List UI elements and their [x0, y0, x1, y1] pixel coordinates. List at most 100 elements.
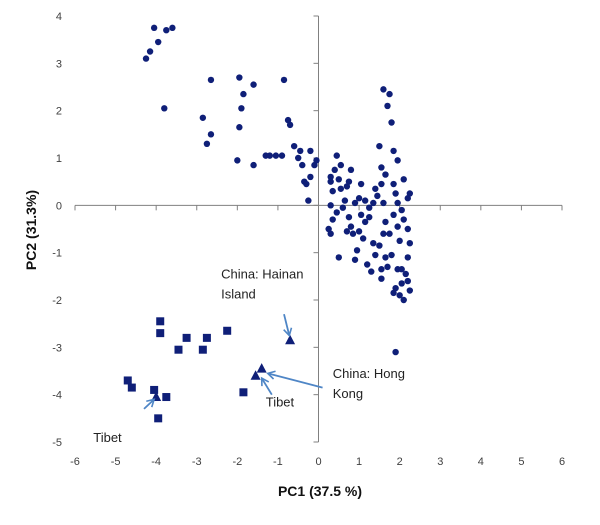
circle-point: [353, 247, 361, 254]
circle-point: [384, 102, 391, 110]
circle-point: [376, 242, 383, 249]
circle-point: [234, 157, 241, 164]
circle-point: [368, 268, 375, 275]
x-tick-label: -6: [70, 456, 80, 468]
circle-point: [382, 254, 389, 261]
circle-point: [372, 251, 379, 259]
annotation-label: Tibet: [266, 395, 295, 410]
circle-point: [382, 171, 389, 178]
circle-point: [402, 270, 409, 278]
circle-point: [163, 27, 170, 34]
circle-point: [400, 216, 407, 223]
circle-point: [351, 199, 359, 207]
square-point: [182, 333, 191, 342]
circle-point: [378, 180, 385, 188]
annotation-line: Tibet: [266, 395, 295, 410]
circle-point: [404, 254, 411, 261]
square-point: [123, 376, 132, 385]
x-tick-label: 6: [559, 456, 565, 468]
x-tick-label: 1: [356, 456, 362, 468]
circle-point: [345, 178, 353, 185]
circle-point: [299, 161, 306, 169]
circle-point: [337, 161, 345, 169]
circle-point: [238, 105, 245, 112]
circle-point: [161, 105, 168, 112]
x-tick-label: 2: [397, 456, 403, 468]
circle-point: [335, 254, 342, 261]
circle-point: [146, 48, 154, 55]
circle-point: [343, 228, 351, 235]
circle-point: [382, 218, 389, 226]
y-axis-title: PC2 (31.3%): [23, 190, 39, 270]
circle-point: [203, 140, 211, 147]
circle-point: [364, 261, 371, 268]
circle-point: [386, 90, 393, 98]
circle-point: [378, 275, 385, 282]
square-point: [202, 333, 211, 342]
circle-point: [390, 211, 397, 218]
circle-point: [297, 147, 304, 155]
circle-point: [388, 251, 395, 259]
annotation-arrow: [260, 376, 273, 396]
x-tick-label: -2: [232, 456, 242, 468]
square-point: [150, 385, 159, 394]
circle-point: [394, 199, 401, 207]
circle-point: [307, 147, 314, 155]
x-tick-label: 5: [518, 456, 524, 468]
annotation-label: China: Hong Kong: [333, 366, 405, 401]
circle-point: [351, 256, 359, 263]
x-tick-label: 3: [437, 456, 443, 468]
circle-point: [169, 24, 176, 32]
circle-point: [404, 195, 411, 202]
circle-point: [394, 157, 401, 164]
circle-point: [250, 161, 257, 169]
circle-point: [376, 142, 383, 150]
circle-point: [366, 213, 373, 221]
circle-point: [329, 216, 336, 223]
circle-point: [295, 154, 302, 162]
x-tick-label: -4: [151, 456, 161, 468]
circle-point: [366, 204, 373, 211]
circle-point: [236, 124, 243, 131]
circle-point: [390, 289, 397, 297]
circle-point: [250, 81, 257, 88]
circle-point: [337, 185, 345, 192]
y-tick-label: -1: [52, 248, 62, 260]
circle-point: [207, 76, 215, 84]
circle-point: [380, 86, 387, 93]
circle-point: [333, 209, 340, 216]
circle-point: [392, 348, 399, 356]
square-point: [127, 383, 136, 392]
circle-point: [386, 230, 393, 237]
circle-point: [305, 197, 312, 204]
circle-point: [370, 199, 377, 207]
circle-point: [370, 240, 377, 247]
circle-point: [392, 190, 399, 197]
circle-point: [266, 152, 273, 159]
circle-point: [307, 173, 314, 181]
y-tick-label: 2: [56, 106, 62, 118]
circle-point: [398, 280, 405, 287]
y-tick-label: -4: [52, 390, 62, 402]
circle-point: [361, 197, 369, 204]
y-tick-label: 4: [56, 11, 62, 23]
square-point: [198, 345, 207, 354]
circle-point: [142, 55, 150, 62]
x-tick-label: 4: [478, 456, 484, 468]
circle-point: [339, 204, 347, 211]
circle-point: [378, 266, 385, 273]
annotation-label: China: Hainan Island: [221, 267, 303, 302]
square-point: [239, 388, 248, 397]
circle-point: [327, 173, 334, 181]
triangle-point: [256, 363, 267, 373]
annotation-arrow: [143, 398, 156, 410]
circle-point: [357, 211, 365, 218]
annotation-line: Kong: [333, 386, 363, 401]
circle-point: [357, 180, 365, 188]
square-point: [223, 326, 232, 335]
circle-point: [286, 121, 294, 129]
circle-point: [378, 164, 385, 171]
circle-point: [331, 166, 338, 174]
square-point: [162, 393, 171, 402]
